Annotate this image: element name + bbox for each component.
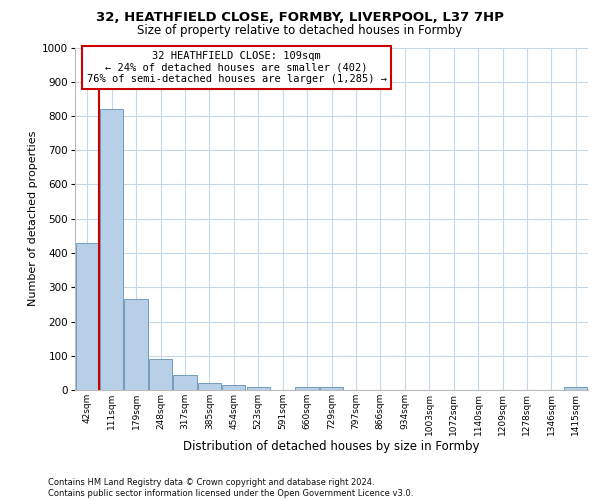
- Bar: [149, 359, 172, 390]
- Bar: [295, 386, 319, 390]
- Bar: [564, 386, 587, 390]
- Text: Contains HM Land Registry data © Crown copyright and database right 2024.
Contai: Contains HM Land Registry data © Crown c…: [48, 478, 413, 498]
- Bar: [222, 384, 245, 390]
- Bar: [76, 242, 99, 390]
- Text: 32, HEATHFIELD CLOSE, FORMBY, LIVERPOOL, L37 7HP: 32, HEATHFIELD CLOSE, FORMBY, LIVERPOOL,…: [96, 11, 504, 24]
- Bar: [173, 376, 197, 390]
- Bar: [320, 386, 343, 390]
- Bar: [124, 299, 148, 390]
- Text: 32 HEATHFIELD CLOSE: 109sqm
← 24% of detached houses are smaller (402)
76% of se: 32 HEATHFIELD CLOSE: 109sqm ← 24% of det…: [86, 51, 386, 84]
- Bar: [247, 386, 270, 390]
- Bar: [198, 383, 221, 390]
- Y-axis label: Number of detached properties: Number of detached properties: [28, 131, 38, 306]
- X-axis label: Distribution of detached houses by size in Formby: Distribution of detached houses by size …: [183, 440, 480, 454]
- Bar: [100, 109, 123, 390]
- Text: Size of property relative to detached houses in Formby: Size of property relative to detached ho…: [137, 24, 463, 37]
